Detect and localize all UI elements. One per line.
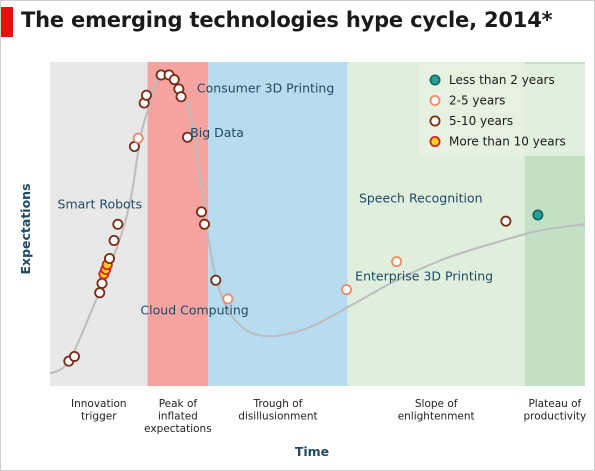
data-point-21 [198,218,210,230]
data-point-18 [175,91,187,103]
legend-marker-2 [429,115,441,127]
legend-marker-0 [429,74,441,86]
tech-label-4: Speech Recognition [359,191,483,206]
data-point-13 [140,89,152,101]
data-point-11 [132,132,144,144]
phase-labels: Innovation trigger Peak of inflated expectat… [71,398,586,435]
data-point-25 [391,256,403,268]
phase-label-0: Innovation trigger [71,398,127,423]
phase-label-2: Trough of disillusionment [238,398,317,423]
phase-band-2 [208,62,348,386]
technology-labels: Consumer 3D Printing Big Data Smart Robots… [58,80,494,317]
data-point-16 [168,74,180,86]
legend-marker-3 [429,135,441,147]
technology-points [63,69,544,367]
data-point-26 [500,215,512,227]
hype-curve [49,73,586,375]
data-point-1 [68,350,80,362]
tech-label-3: Cloud Computing [140,302,248,317]
tech-label-1: Big Data [190,125,244,140]
tech-label-5: Enterprise 3D Printing [355,268,493,283]
data-point-8 [108,234,120,246]
legend-box [419,64,585,156]
phase-label-1: Peak of inflated expectations [144,398,212,435]
title-accent-bar [1,7,13,37]
legend-label-0: Less than 2 years [449,73,555,87]
phase-band-1 [147,62,209,386]
data-point-9 [112,218,124,230]
tech-label-2: Smart Robots [58,197,143,212]
data-point-22 [210,274,222,286]
data-point-7 [104,252,116,264]
legend: Less than 2 years 2-5 years 5-10 years More… [419,64,585,156]
phase-bands [50,62,585,386]
data-point-24 [341,284,353,296]
data-point-23 [222,293,234,305]
phase-label-3: Slope of enlightenment [398,398,475,423]
phase-band-0 [50,62,148,386]
chart-title: The emerging technologies hype cycle, 20… [21,8,553,32]
tech-label-0: Consumer 3D Printing [197,80,334,95]
data-point-20 [195,206,207,218]
legend-marker-1 [429,95,441,107]
data-point-27 [532,209,544,221]
legend-label-2: 5-10 years [449,114,513,128]
data-point-19 [182,131,194,143]
legend-label-1: 2-5 years [449,94,505,108]
data-point-2 [94,287,106,299]
x-axis-title: Time [295,444,329,459]
data-point-3 [96,277,108,289]
hype-curve-line [49,73,586,375]
phase-label-4: Plateau of productivity [523,398,586,423]
legend-label-3: More than 10 years [449,135,566,149]
y-axis-title: Expectations [18,183,33,274]
